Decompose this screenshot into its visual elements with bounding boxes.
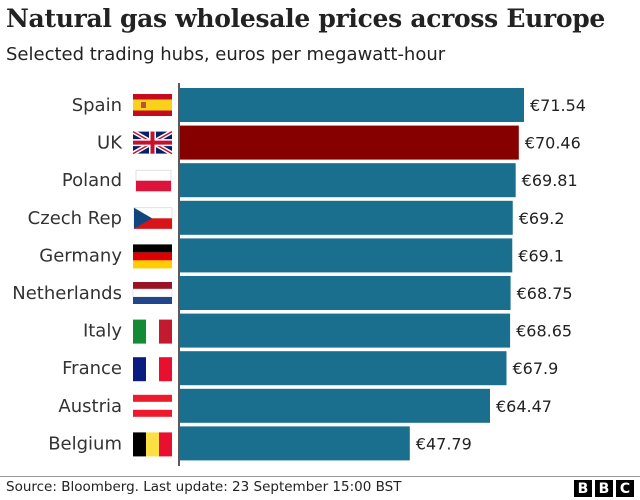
category-label: France — [62, 358, 122, 379]
bar-chart: Spain €71.54 UK €70.46 Poland €69.81 Czech Rep… — [12, 83, 586, 466]
bar-italy — [180, 313, 511, 348]
austria-flag-icon — [133, 394, 172, 417]
category-label: Austria — [58, 396, 122, 417]
category-label: Czech Rep — [28, 208, 122, 229]
bar-czech-rep — [180, 200, 513, 235]
category-label: Spain — [72, 95, 122, 116]
bar-france — [180, 351, 507, 386]
footer-divider — [0, 476, 640, 477]
category-label: Poland — [62, 170, 122, 191]
czech-flag-icon — [133, 207, 173, 230]
category-label: Italy — [83, 321, 122, 342]
data-label: €68.75 — [517, 284, 573, 303]
category-label: Belgium — [48, 433, 122, 454]
chart-subtitle: Selected trading hubs, euros per megawat… — [6, 44, 446, 65]
data-label: €67.9 — [512, 359, 558, 378]
data-label: €68.65 — [516, 322, 572, 341]
data-label: €69.2 — [519, 209, 565, 228]
bar-netherlands — [180, 276, 511, 310]
bar-germany — [180, 238, 513, 273]
bar-spain — [180, 88, 524, 122]
data-label: €69.81 — [522, 171, 578, 190]
italy-flag-icon — [133, 319, 172, 344]
bbc-logo-letter: C — [616, 480, 634, 497]
uk-flag-icon — [131, 129, 174, 156]
data-label: €64.47 — [496, 397, 552, 416]
source-note: Source: Bloomberg. Last update: 23 Septe… — [6, 479, 402, 495]
category-label: UK — [97, 133, 123, 154]
spain-flag-icon — [133, 94, 172, 116]
category-label: Germany — [39, 245, 122, 266]
bbc-logo-letter: B — [595, 480, 613, 497]
bbc-logo-letter: B — [574, 480, 592, 497]
germany-flag-icon — [133, 244, 172, 269]
data-label: €47.79 — [416, 434, 472, 453]
bar-austria — [180, 388, 491, 423]
poland-flag-icon — [135, 169, 172, 192]
data-label: €69.1 — [518, 246, 564, 265]
bbc-logo: B B C — [574, 480, 634, 497]
bar-belgium — [180, 426, 410, 461]
data-label: €70.46 — [525, 134, 581, 153]
netherlands-flag-icon — [132, 282, 173, 304]
chart-title: Natural gas wholesale prices across Euro… — [6, 4, 605, 33]
category-label: Netherlands — [12, 283, 122, 304]
data-label: €71.54 — [530, 96, 586, 115]
france-flag-icon — [133, 357, 172, 382]
bar-uk — [180, 125, 519, 160]
belgium-flag-icon — [133, 432, 172, 457]
bar-poland — [180, 163, 516, 198]
